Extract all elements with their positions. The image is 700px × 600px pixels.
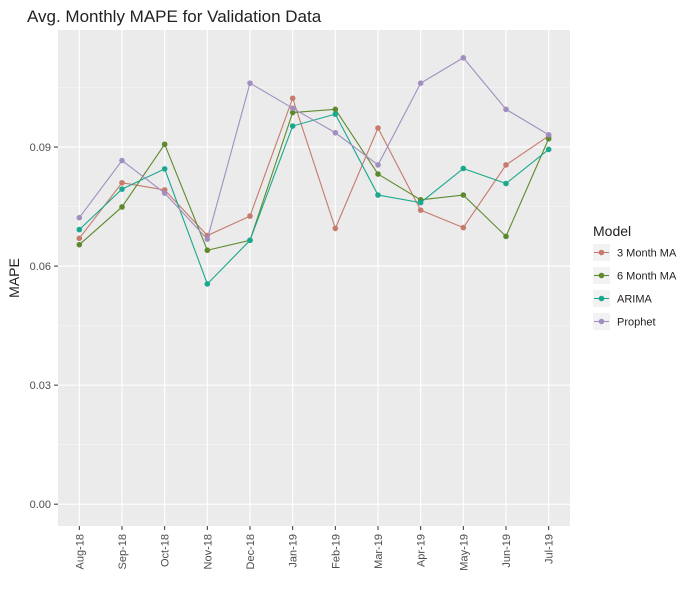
x-tick-label: May-19 (458, 534, 470, 571)
series-3-month-ma (76, 95, 552, 242)
legend-key-point-arima (598, 295, 605, 302)
y-tick-label: 0.06 (30, 261, 51, 273)
grid-minor (58, 87, 570, 445)
data-point-arima (332, 111, 339, 117)
data-point-arima (417, 199, 424, 206)
data-point-arima (119, 186, 125, 192)
chart-title: Avg. Monthly MAPE for Validation Data (27, 7, 322, 26)
data-point-6-month-ma (503, 233, 509, 240)
x-tick-label: Feb-19 (330, 534, 342, 569)
data-point-3-month-ma (76, 235, 83, 242)
data-point-arima (545, 146, 552, 153)
data-point-prophet (332, 129, 339, 136)
y-tick-label: 0.03 (30, 380, 51, 392)
y-tick-label: 0.09 (30, 142, 51, 154)
data-point-arima (375, 192, 381, 198)
series-prophet (76, 54, 552, 242)
data-point-6-month-ma (289, 109, 296, 116)
data-point-6-month-ma (119, 204, 125, 210)
legend-item-3-month-ma: 3 Month MA (593, 244, 677, 261)
series-line-3-month-ma (78, 96, 549, 239)
legend: Model 3 Month MA 6 Month MA ARIMA Prophet (593, 223, 677, 330)
x-tick-label: Jan-19 (288, 534, 300, 568)
data-point-3-month-ma (119, 179, 125, 186)
x-tick-label: Jul-19 (544, 534, 556, 564)
data-point-3-month-ma (289, 95, 296, 102)
legend-item-arima: ARIMA (593, 290, 653, 307)
legend-title: Model (593, 223, 631, 239)
data-point-6-month-ma (545, 135, 552, 142)
data-point-3-month-ma (417, 207, 424, 213)
series-layer (76, 54, 552, 287)
plot-panel (58, 30, 570, 526)
x-tick-label: Oct-18 (160, 534, 172, 567)
legend-label-3-month-ma: 3 Month MA (617, 248, 677, 260)
legend-label-arima: ARIMA (617, 294, 653, 306)
data-point-6-month-ma (161, 141, 168, 148)
grid-major (58, 30, 570, 526)
series-6-month-ma (76, 106, 552, 254)
data-point-6-month-ma (375, 171, 381, 177)
data-point-3-month-ma (503, 162, 509, 168)
x-tick-label: Sep-18 (117, 534, 129, 569)
data-point-arima (204, 281, 211, 287)
data-point-6-month-ma (204, 247, 211, 254)
data-point-arima (289, 123, 296, 129)
data-point-prophet (247, 80, 253, 86)
data-point-prophet (289, 105, 296, 111)
data-point-prophet (460, 54, 467, 61)
legend-key-point-6-month-ma (598, 272, 605, 279)
x-tick-label: Dec-18 (245, 534, 257, 569)
legend-key-point-3-month-ma (598, 249, 605, 256)
data-point-6-month-ma (460, 192, 467, 198)
data-point-6-month-ma (332, 106, 339, 113)
data-point-3-month-ma (460, 224, 467, 231)
data-point-prophet (375, 162, 381, 168)
series-line-6-month-ma (78, 108, 550, 251)
y-axis: 0.00 0.03 0.06 0.09 (30, 142, 58, 511)
data-point-prophet (204, 236, 211, 242)
data-point-3-month-ma (375, 125, 381, 131)
data-point-3-month-ma (247, 213, 253, 219)
data-point-arima (460, 165, 467, 172)
data-point-prophet (76, 214, 83, 221)
data-point-arima (503, 180, 509, 187)
data-point-prophet (545, 131, 552, 138)
data-point-arima (161, 166, 168, 172)
x-tick-label: Mar-19 (373, 534, 385, 569)
data-point-prophet (417, 80, 424, 86)
legend-label-6-month-ma: 6 Month MA (617, 271, 677, 283)
data-point-arima (76, 226, 83, 233)
data-point-prophet (119, 157, 125, 164)
x-tick-label: Jun-19 (501, 534, 513, 568)
y-axis-label: MAPE (6, 258, 22, 298)
x-tick-label: Apr-19 (416, 534, 428, 567)
x-axis: Aug-18 Sep-18 Oct-18 Nov-18 Dec-18 Jan-19 Feb-… (74, 526, 556, 571)
data-point-prophet (503, 106, 509, 113)
x-tick-label: Nov-18 (202, 534, 214, 569)
legend-key-point-prophet (598, 318, 605, 325)
data-point-arima (247, 237, 253, 244)
legend-item-prophet: Prophet (593, 313, 656, 330)
series-line-prophet (78, 57, 549, 241)
legend-item-6-month-ma: 6 Month MA (593, 267, 677, 284)
data-point-prophet (161, 190, 168, 196)
y-tick-label: 0.00 (30, 499, 51, 511)
data-point-3-month-ma (332, 225, 339, 232)
legend-label-prophet: Prophet (617, 317, 656, 329)
x-tick-label: Aug-18 (74, 534, 86, 569)
data-point-6-month-ma (76, 241, 83, 248)
